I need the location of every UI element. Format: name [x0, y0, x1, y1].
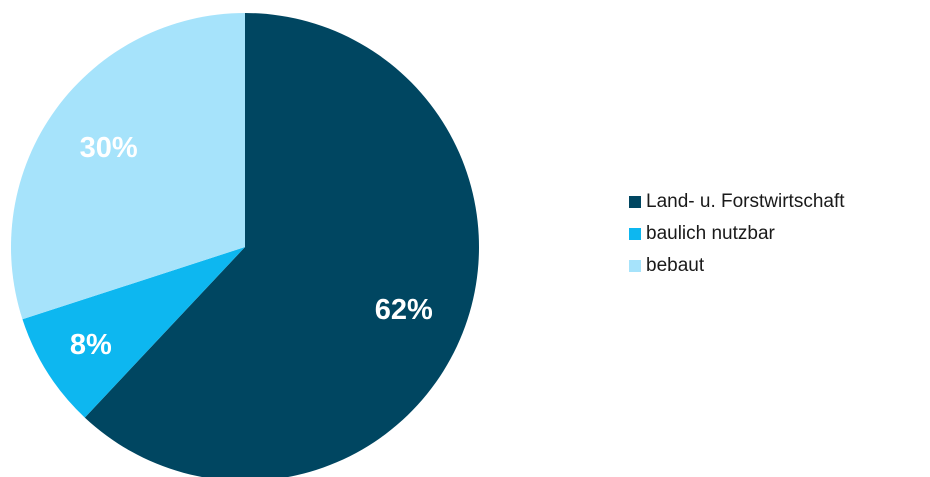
data-label-baulich-nutzbar: 8% — [70, 329, 112, 361]
legend: Land- u. Forstwirtschaft baulich nutzbar… — [629, 186, 845, 282]
pie-data-labels: 62% 8% 30% — [70, 132, 433, 361]
legend-item-bebaut: bebaut — [629, 250, 845, 282]
legend-swatch — [629, 260, 641, 272]
data-label-bebaut: 30% — [80, 132, 138, 164]
pie-slice-bebaut — [10, 13, 245, 320]
legend-label: bebaut — [646, 255, 705, 276]
legend-item-baulich-nutzbar: baulich nutzbar — [629, 218, 845, 250]
pie-slice-baulich-nutzbar — [22, 247, 246, 418]
pie-slice-land-u-forstwirtschaft — [84, 13, 479, 477]
legend-item-land-forstwirtschaft: Land- u. Forstwirtschaft — [629, 186, 845, 218]
legend-label: baulich nutzbar — [646, 223, 775, 244]
pie-slices — [10, 13, 479, 477]
data-label-land-u-forstwirtschaft: 62% — [375, 294, 433, 326]
legend-label: Land- u. Forstwirtschaft — [646, 191, 845, 212]
legend-swatch — [629, 196, 641, 208]
legend-swatch — [629, 228, 641, 240]
